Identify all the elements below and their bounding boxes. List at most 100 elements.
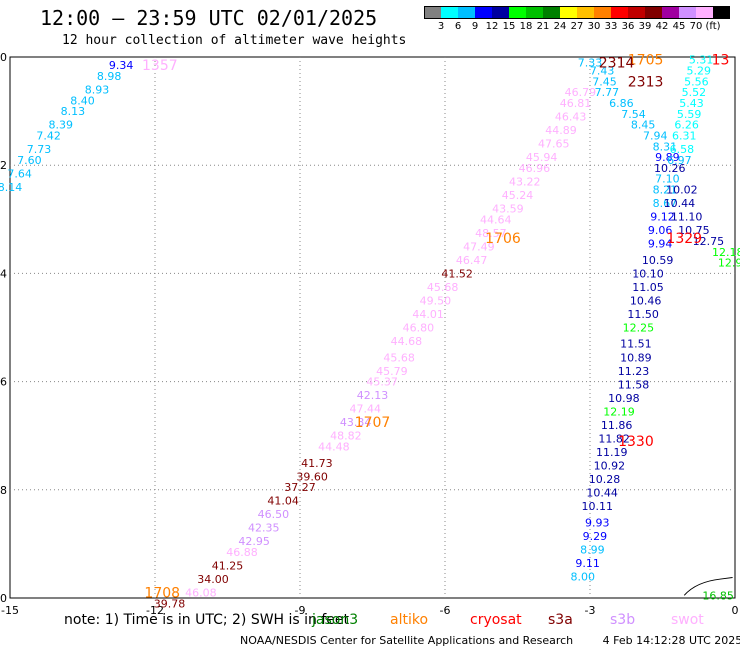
mission-legend-item: altiko (390, 612, 429, 628)
data-point-label: 9.89 (655, 151, 680, 164)
data-point-label: 45.94 (526, 151, 558, 164)
data-point-label: 9.93 (585, 516, 610, 529)
colorbar-label: 70 (689, 21, 703, 32)
data-point-label: 5.59 (677, 108, 702, 121)
data-point-label: 9.12 (650, 211, 675, 224)
colorbar-label: 33 (604, 21, 618, 32)
time-label: 2314 (599, 55, 635, 71)
footer-note: note: 1) Time is in UTC; 2) SWH is in fe… (64, 612, 349, 628)
colorbar-label: 18 (519, 21, 533, 32)
data-point-label: 8.67 (653, 197, 678, 210)
colorbar-label: 12 (485, 21, 499, 32)
time-label: 1329 (666, 231, 702, 247)
credit-text: NOAA/NESDIS Center for Satellite Applica… (240, 634, 574, 647)
coastline (683, 576, 733, 596)
data-point-label: 10.44 (664, 197, 696, 210)
data-point-label: 8.21 (653, 184, 678, 197)
mission-legend-item: s3b (610, 612, 636, 628)
data-point-label: 6.86 (609, 97, 634, 110)
colorbar-label: 39 (638, 21, 652, 32)
data-point-label: 44.68 (391, 335, 423, 348)
mission-legend-item: cryosat (470, 612, 522, 628)
colorbar-label: 9 (471, 21, 479, 32)
data-point-label: 44.89 (545, 124, 577, 137)
colorbar-label: 30 (587, 21, 601, 32)
data-point-label: 6.31 (672, 129, 697, 142)
data-point-label: 49.50 (420, 294, 452, 307)
colorbar-swatch (458, 6, 475, 19)
colorbar-swatch (492, 6, 509, 19)
data-point-label: 45.37 (366, 376, 398, 389)
data-point-label: 16.85 (702, 589, 734, 602)
data-point-label: 11.51 (620, 338, 652, 351)
colorbar-swatch (509, 6, 526, 19)
data-point-label: 9.94 (648, 238, 673, 251)
data-point-label: 5.43 (679, 97, 704, 110)
data-point-label: 7.64 (7, 167, 32, 180)
colorbar-label: 24 (553, 21, 567, 32)
data-point-label: 48.82 (330, 430, 362, 443)
y-tick-label: -66 (0, 376, 7, 389)
x-tick-label: 0 (732, 604, 739, 617)
data-point-label: 6.58 (670, 143, 695, 156)
data-point-label: 8.93 (85, 83, 110, 96)
plot-frame (9, 56, 736, 599)
data-point-label: 39.78 (154, 597, 186, 610)
data-point-label: 7.10 (655, 173, 680, 186)
footer-credit: NOAA/NESDIS Center for Satellite Applica… (240, 634, 740, 647)
data-point-label: 41.25 (212, 560, 244, 573)
data-point-label: 8.13 (61, 105, 86, 118)
colorbar-swatch (475, 6, 492, 19)
data-point-label: 10.11 (582, 500, 614, 513)
data-point-label: 48.57 (475, 227, 507, 240)
data-point-label: 46.81 (560, 97, 592, 110)
colorbar-swatch (543, 6, 560, 19)
data-point-label: 7.42 (36, 129, 61, 142)
data-point-label: 11.10 (671, 211, 703, 224)
data-point-label: 6.97 (667, 154, 692, 167)
y-tick-label: -64 (0, 267, 7, 280)
colorbar-swatch (628, 6, 645, 19)
data-point-label: 9.29 (583, 530, 608, 543)
footer-note-text: note: 1) Time is in UTC; 2) SWH is in fe… (64, 612, 350, 628)
data-point-label: 7.33 (578, 56, 603, 69)
page-subtitle: 12 hour collection of altimeter wave hei… (62, 33, 407, 48)
data-point-label: 10.26 (654, 162, 686, 175)
y-tick-label: -62 (0, 159, 7, 172)
data-point-label: 11.23 (618, 365, 650, 378)
data-point-label: 10.44 (586, 487, 618, 500)
data-point-label: 5.29 (687, 65, 712, 78)
page-title: 12:00 — 23:59 UTC 02/01/2025 (40, 6, 378, 30)
data-point-label: 45.68 (427, 281, 459, 294)
data-point-label: 47.49 (463, 240, 495, 253)
data-point-label: 41.73 (301, 457, 333, 470)
data-point-label: 10.10 (632, 267, 664, 280)
data-point-label: 42.13 (357, 389, 389, 402)
data-point-label: 7.73 (27, 143, 52, 156)
data-point-label: 10.02 (666, 184, 698, 197)
data-point-label: 45.68 (383, 351, 415, 364)
data-point-label: 10.98 (608, 392, 640, 405)
data-point-label: 41.04 (267, 495, 299, 508)
time-label: 1706 (485, 231, 521, 247)
x-tick-label: -3 (585, 604, 596, 617)
data-point-label: 11.19 (596, 446, 628, 459)
data-point-label: 10.92 (594, 459, 626, 472)
colorbar-swatch (662, 6, 679, 19)
data-point-label: 11.58 (618, 378, 650, 391)
data-point-label: 7.60 (17, 154, 42, 167)
data-point-label: 45.24 (502, 189, 534, 202)
data-point-label: 10.28 (589, 473, 621, 486)
colorbar-swatch (645, 6, 662, 19)
data-point-label: 8.39 (49, 119, 74, 132)
colorbar-label: (ft) (705, 21, 721, 32)
data-point-label: 42.35 (248, 522, 280, 535)
mission-legend-item: s3a (548, 612, 573, 628)
data-point-label: 46.79 (565, 86, 597, 99)
colorbar-label: 27 (570, 21, 584, 32)
data-point-label: 9.34 (109, 59, 134, 72)
time-label: 1330 (618, 434, 654, 450)
data-point-label: 12.9 (718, 257, 740, 270)
time-label: 13 (712, 53, 730, 69)
